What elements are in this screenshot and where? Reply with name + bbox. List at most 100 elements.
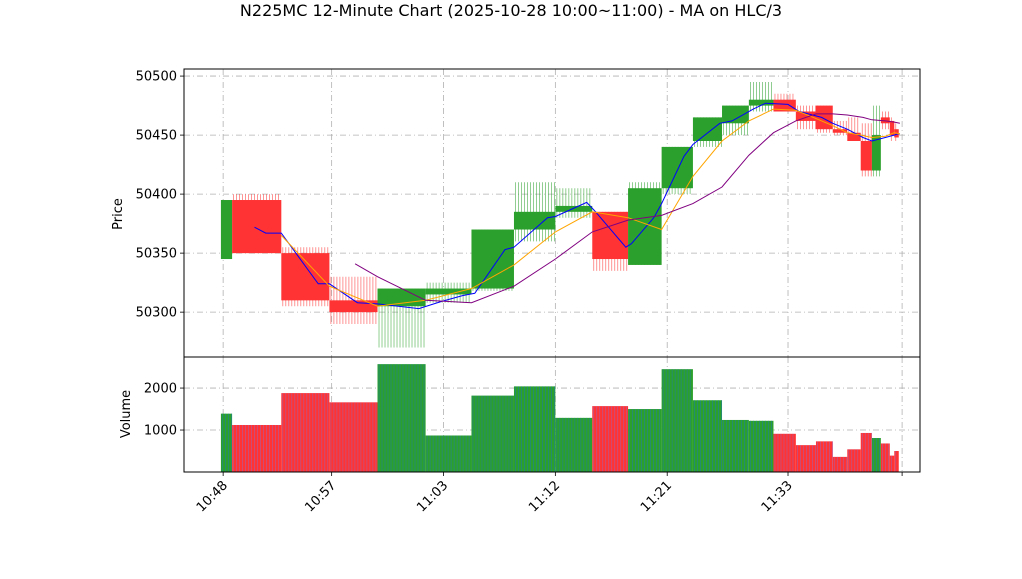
candle-up bbox=[692, 117, 723, 147]
volume-bar bbox=[815, 441, 833, 472]
candle-down bbox=[592, 211, 629, 271]
candle-down bbox=[232, 194, 282, 254]
moving-average-line bbox=[354, 113, 901, 304]
volume-bar-fill bbox=[220, 413, 233, 472]
candle-body bbox=[773, 99, 796, 112]
volume-bar bbox=[377, 364, 426, 472]
x-tick-label: 10:48 bbox=[194, 478, 231, 515]
candle-body bbox=[628, 188, 662, 265]
moving-average-line bbox=[280, 108, 901, 307]
candle-up bbox=[220, 200, 233, 260]
volume-bar-fill bbox=[815, 441, 833, 472]
x-tick-label: 10:57 bbox=[302, 478, 339, 515]
volume-bar bbox=[773, 433, 796, 472]
candle-body bbox=[425, 288, 472, 295]
volume-bar bbox=[661, 369, 693, 472]
candle-body bbox=[592, 211, 629, 260]
volume-bar-fill bbox=[513, 386, 556, 472]
candle-down bbox=[860, 123, 872, 177]
candle-body bbox=[661, 146, 693, 189]
volume-bar bbox=[220, 413, 233, 472]
x-tick-label: 11:33 bbox=[759, 478, 796, 515]
price-tick-label: 50300 bbox=[136, 306, 177, 321]
volume-bar bbox=[232, 424, 282, 472]
volume-bar bbox=[871, 438, 881, 472]
volume-bar-fill bbox=[692, 400, 723, 472]
volume-bar bbox=[832, 456, 848, 472]
price-panel: 50300 50350 50400 50450 50500 bbox=[136, 68, 921, 358]
volume-bar-fill bbox=[425, 435, 472, 472]
candle-body bbox=[860, 141, 872, 171]
volume-tick-label: 2000 bbox=[144, 382, 177, 397]
candle-body bbox=[832, 129, 848, 133]
candle-up bbox=[661, 146, 693, 195]
volume-bar bbox=[795, 445, 816, 472]
candle-body bbox=[471, 229, 514, 289]
candle-body bbox=[220, 200, 233, 260]
candle-down bbox=[847, 117, 861, 141]
price-tick-label: 50450 bbox=[136, 129, 177, 144]
candle-up bbox=[471, 229, 514, 291]
volume-panel-frame bbox=[183, 356, 921, 473]
price-tick-label: 50400 bbox=[136, 188, 177, 203]
volume-bar-fill bbox=[894, 451, 899, 472]
volume-bar bbox=[628, 409, 662, 472]
candle-down bbox=[815, 105, 833, 133]
volume-bars bbox=[220, 364, 899, 472]
volume-bar-fill bbox=[329, 402, 378, 472]
candle-body bbox=[513, 211, 556, 230]
candle-body bbox=[748, 99, 774, 106]
candle-body bbox=[692, 117, 723, 141]
candle-down bbox=[894, 123, 899, 141]
candle-up bbox=[513, 182, 556, 242]
candle-body bbox=[847, 132, 861, 141]
candle-body bbox=[871, 135, 881, 171]
volume-panel: 1000 2000 bbox=[144, 356, 921, 473]
candle-body bbox=[815, 105, 833, 130]
volume-bar bbox=[889, 455, 895, 472]
candle-body bbox=[722, 105, 749, 124]
candle-body bbox=[232, 200, 282, 254]
volume-bar-fill bbox=[847, 449, 861, 472]
volume-bar bbox=[513, 386, 556, 472]
candle-up bbox=[377, 288, 426, 348]
volume-bar-fill bbox=[377, 364, 426, 472]
x-tick-label: 11:12 bbox=[526, 478, 563, 515]
volume-bar bbox=[555, 417, 593, 472]
candle-body bbox=[880, 117, 890, 124]
volume-bar bbox=[748, 420, 774, 472]
volume-bar-fill bbox=[281, 393, 330, 472]
volume-axis-label: Volume bbox=[119, 390, 134, 438]
volume-bar bbox=[471, 395, 514, 472]
volume-bar bbox=[894, 451, 899, 472]
candles bbox=[220, 81, 899, 348]
volume-bar bbox=[281, 393, 330, 472]
volume-bar-fill bbox=[860, 432, 872, 472]
volume-bar bbox=[592, 406, 629, 472]
volume-bar bbox=[860, 432, 872, 472]
volume-bar bbox=[722, 419, 749, 472]
volume-bar-fill bbox=[232, 424, 282, 472]
candle-body bbox=[795, 111, 816, 121]
candle-down bbox=[773, 93, 796, 112]
volume-bar bbox=[880, 443, 890, 472]
volume-bar-fill bbox=[773, 433, 796, 472]
volume-bar-fill bbox=[555, 417, 593, 472]
volume-bar-fill bbox=[471, 395, 514, 472]
candle-up bbox=[628, 182, 662, 265]
moving-average-line bbox=[254, 102, 900, 310]
moving-averages bbox=[254, 102, 901, 310]
volume-bar bbox=[847, 449, 861, 472]
candle-up bbox=[748, 81, 774, 112]
candle-down bbox=[329, 276, 378, 324]
candle-down bbox=[281, 247, 330, 307]
volume-bar bbox=[692, 400, 723, 472]
volume-bar bbox=[425, 435, 472, 472]
x-tick-label: 11:03 bbox=[414, 478, 451, 515]
x-tick-label: 11:21 bbox=[638, 478, 675, 515]
x-axis: 10:48 10:57 11:03 11:12 11:21 11:33 bbox=[194, 472, 903, 515]
candle-down bbox=[889, 117, 895, 141]
candle-body bbox=[889, 120, 895, 136]
candle-body bbox=[555, 205, 593, 212]
